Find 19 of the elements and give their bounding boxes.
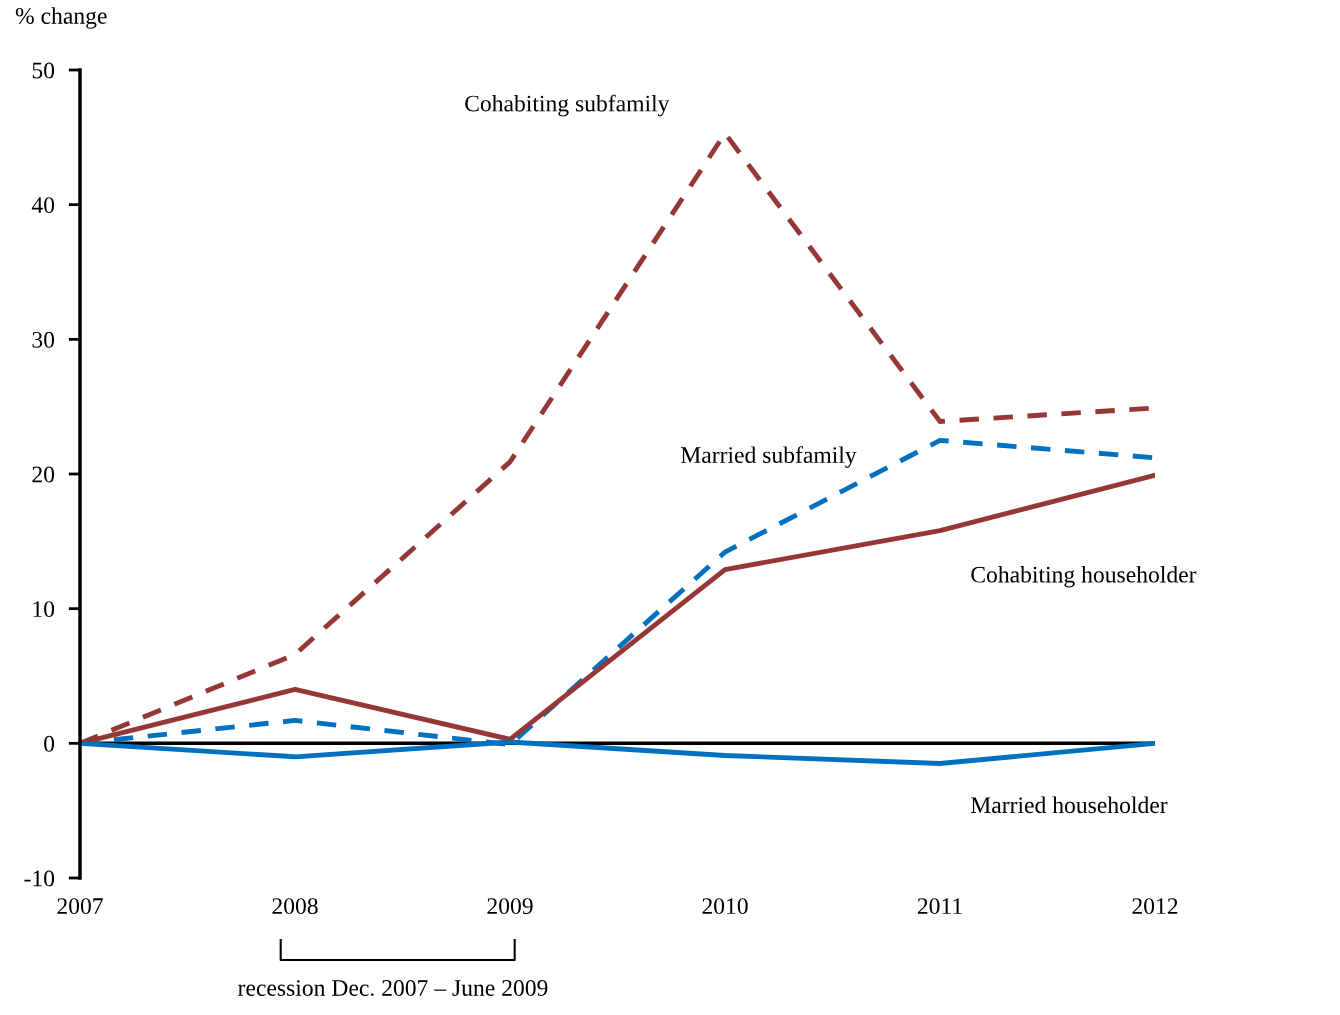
x-tick-label: 2007 [57,898,103,915]
y-tick-label: -10 [24,870,55,887]
y-tick-label: 20 [32,466,55,483]
series-label: Married subfamily [680,446,857,468]
x-tick-label: 2012 [1132,898,1178,915]
text: Cohabiting subfamily [465,94,670,117]
y-tick-label: 30 [32,331,55,348]
x-tick-label: 2011 [917,898,962,915]
text: recession Dec. 2007 – June 2009 [238,979,548,997]
x-tick-label: 2010 [702,898,748,915]
series-label: Cohabiting householder [971,566,1197,588]
y-tick-label: 50 [32,62,55,79]
y-tick-label: 40 [31,197,55,214]
series-label: Married householder [970,796,1168,814]
y-tick-label: 10 [33,601,55,618]
x-tick-label: 2009 [487,898,533,915]
y-axis-title: % change [15,7,107,29]
y-tick-label: 0 [44,735,55,752]
x-tick-label: 2008 [272,898,318,915]
